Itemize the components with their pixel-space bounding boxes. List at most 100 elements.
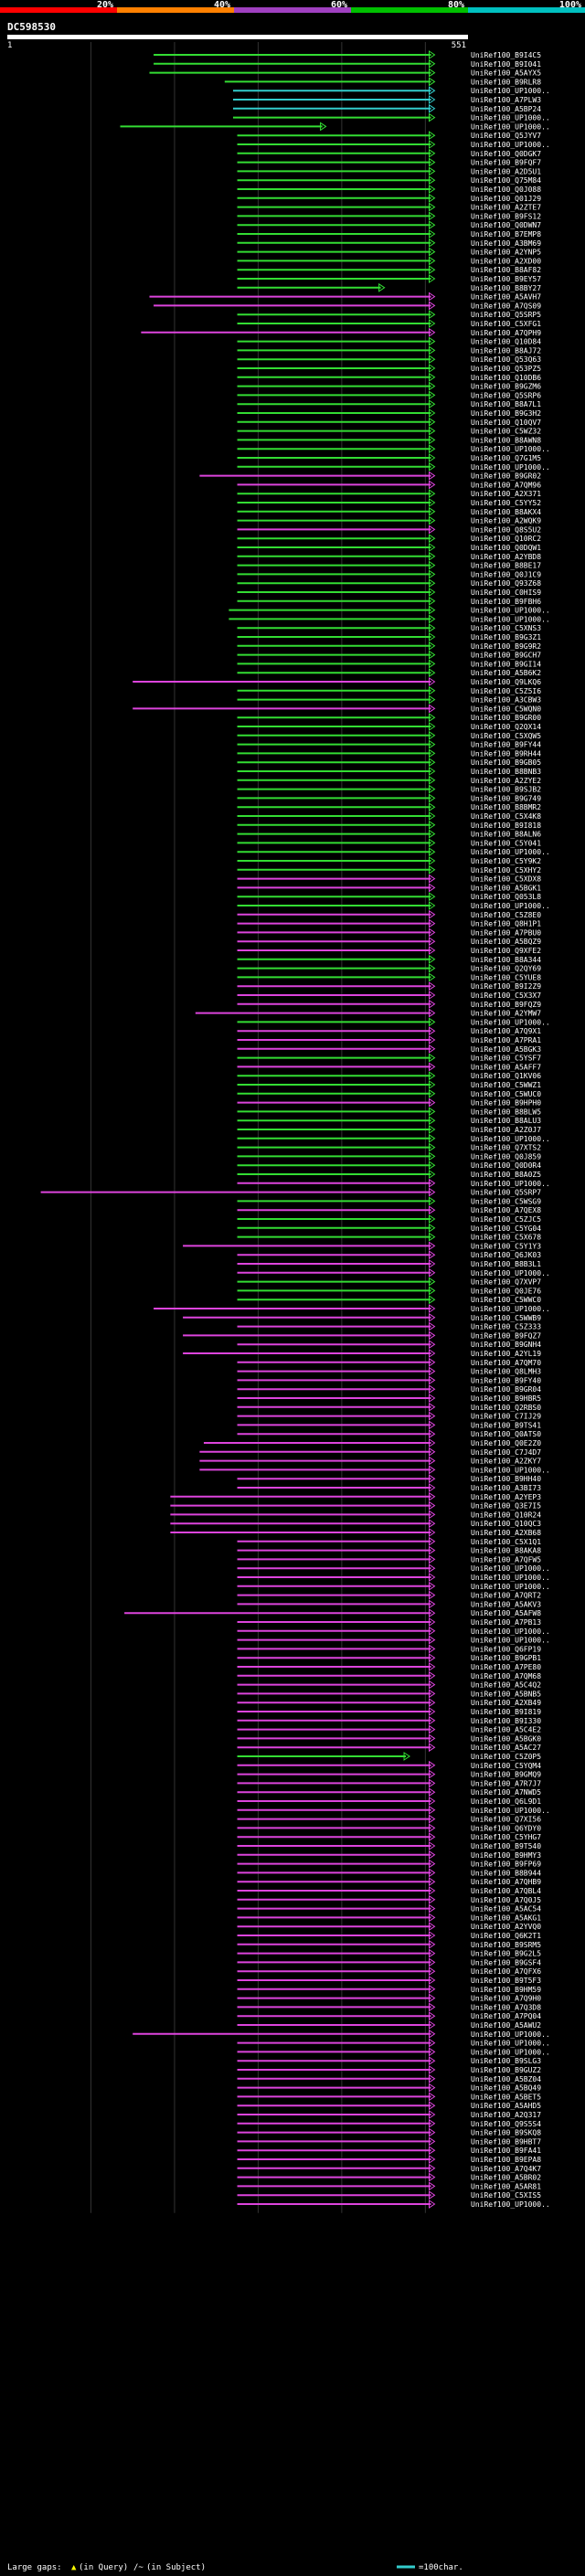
hit-label: UniRef100_A2YBD8: [471, 553, 541, 561]
hit-label: UniRef100_UP1000..: [471, 2200, 550, 2209]
hit-label: UniRef100_C5Y1Y3: [471, 1242, 541, 1250]
hit-arrow: [428, 864, 436, 875]
hit-arrow: [428, 506, 436, 516]
hit-label: UniRef100_C5XDX8: [471, 875, 541, 884]
hit-label: UniRef100_Q5SRP6: [471, 391, 541, 399]
footer-gaps-label: Large gaps:: [7, 2563, 62, 2572]
hit-label: UniRef100_Q053L8: [471, 893, 541, 901]
hit-arrow: [428, 1760, 436, 1770]
hit-label: UniRef100_B9FQZ7: [471, 1331, 541, 1340]
hit-arrow: [428, 2200, 436, 2209]
hit-arrow: [428, 1241, 436, 1251]
hit-label: UniRef100_B9GR04: [471, 1385, 541, 1394]
hit-arrow: [428, 140, 436, 149]
hit-label: UniRef100_Q8LMH3: [471, 1368, 541, 1376]
hit-label: UniRef100_A7QS09: [471, 302, 541, 310]
hit-label: UniRef100_A2XB68: [471, 1529, 541, 1537]
hit-label: UniRef100_B9RH44: [471, 749, 541, 758]
hit-label: UniRef100_C5XFG1: [471, 320, 541, 328]
hit-label: UniRef100_Q10QV7: [471, 419, 541, 427]
hit-arrow: [428, 739, 436, 749]
hit-label: UniRef100_Q0ATS0: [471, 1430, 541, 1438]
hit-arrow: [320, 122, 327, 132]
hit-label: UniRef100_C5Z333: [471, 1323, 541, 1331]
hit-arrow: [428, 1053, 436, 1063]
gap-subject-text: (in Subject): [146, 2563, 206, 2572]
hit-label: UniRef100_A7QBL4: [471, 1887, 541, 1895]
hit-arrow: [428, 534, 436, 544]
scale-segment: [468, 7, 585, 13]
hit-label: UniRef100_C5ZJC5: [471, 1215, 541, 1224]
hit-arrow: [428, 498, 436, 507]
hit-label: UniRef100_A7PLW3: [471, 96, 541, 104]
hit-arrow: [428, 417, 436, 427]
hit-arrow: [428, 1214, 436, 1224]
hit-label: UniRef100_B9GB05: [471, 758, 541, 767]
hit-label: UniRef100_Q0J1C9: [471, 570, 541, 578]
hit-label: UniRef100_A5AFW8: [471, 1609, 541, 1617]
hit-arrow: [428, 1286, 436, 1296]
hit-label: UniRef100_B9GZM6: [471, 383, 541, 391]
hit-arrow: [428, 1769, 436, 1779]
hit-arrow: [428, 614, 436, 624]
hit-label: UniRef100_Q5SRP5: [471, 311, 541, 319]
hit-arrow: [428, 1564, 436, 1574]
hit-label: UniRef100_A7QPH9: [471, 329, 541, 337]
hit-arrow: [428, 1733, 436, 1744]
hit-label: UniRef100_A2XD00: [471, 257, 541, 265]
hit-arrow: [428, 292, 436, 302]
hit-arrow: [428, 2172, 436, 2182]
scale-label: 60%: [331, 0, 347, 10]
hit-arrow: [428, 1420, 436, 1430]
hit-label: UniRef100_B8BLW5: [471, 1108, 541, 1116]
hit-arrow: [428, 1196, 436, 1206]
hit-label: UniRef100_A2YVQ0: [471, 1923, 541, 1931]
hit-arrow: [428, 730, 436, 740]
hit-label: UniRef100_A7QM96: [471, 481, 541, 489]
hit-arrow: [428, 1465, 436, 1475]
hit-label: UniRef100_UP1000..: [471, 445, 550, 453]
hit-arrow: [428, 2155, 436, 2164]
hit-label: UniRef100_Q53Q63: [471, 355, 541, 364]
hit-arrow: [428, 1483, 436, 1492]
hit-label: UniRef100_B9FQZ9: [471, 1001, 541, 1009]
hit-label: UniRef100_Q0J859: [471, 1152, 541, 1161]
hit-label: UniRef100_UP1000..: [471, 1807, 550, 1815]
hit-arrow: [428, 632, 436, 641]
hit-label: UniRef100_A5BR02: [471, 2174, 541, 2182]
hit-label: UniRef100_C5XIS5: [471, 2191, 541, 2200]
hit-label: UniRef100_A7PRA1: [471, 1036, 541, 1044]
hit-arrow: [428, 1545, 436, 1555]
hit-arrow: [428, 229, 436, 239]
hit-label: UniRef100_UP1000..: [471, 141, 550, 149]
hit-arrow: [428, 883, 436, 893]
hit-label: UniRef100_B9I2Z9: [471, 982, 541, 991]
gap-query-symbol: ▲: [71, 2563, 77, 2572]
hit-label: UniRef100_Q1KV06: [471, 1072, 541, 1080]
hit-label: UniRef100_Q6K2T1: [471, 1932, 541, 1940]
hit-arrow: [428, 1653, 436, 1663]
hit-label: UniRef100_B9GSF4: [471, 1958, 541, 1966]
hit-label: UniRef100_A5AR81: [471, 2182, 541, 2190]
hit-label: UniRef100_B9HBT7: [471, 2137, 541, 2146]
hit-label: UniRef100_C5WZ32: [471, 428, 541, 436]
hit-label: UniRef100_A5AKV3: [471, 1600, 541, 1608]
hit-label: UniRef100_B9SRM5: [471, 1941, 541, 1949]
hit-label: UniRef100_B8AJ72: [471, 346, 541, 355]
hit-label: UniRef100_B9HBR5: [471, 1394, 541, 1403]
hit-label: UniRef100_B9FS12: [471, 212, 541, 220]
hit-arrow: [428, 1017, 436, 1027]
hit-arrow: [428, 1644, 436, 1654]
hit-label: UniRef100_A7Q3D8: [471, 2003, 541, 2011]
query-line: [7, 35, 468, 39]
hit-label: UniRef100_A7Q4K7: [471, 2165, 541, 2173]
hit-arrow: [428, 874, 436, 884]
hit-arrow: [428, 1689, 436, 1699]
hit-arrow: [428, 1267, 436, 1277]
hit-label: UniRef100_A3BI73: [471, 1484, 541, 1492]
hit-arrow: [428, 1922, 436, 1932]
hit-arrow: [428, 1536, 436, 1546]
hit-arrow: [428, 1554, 436, 1564]
hit-arrow: [428, 1590, 436, 1600]
hit-arrow: [428, 1062, 436, 1072]
